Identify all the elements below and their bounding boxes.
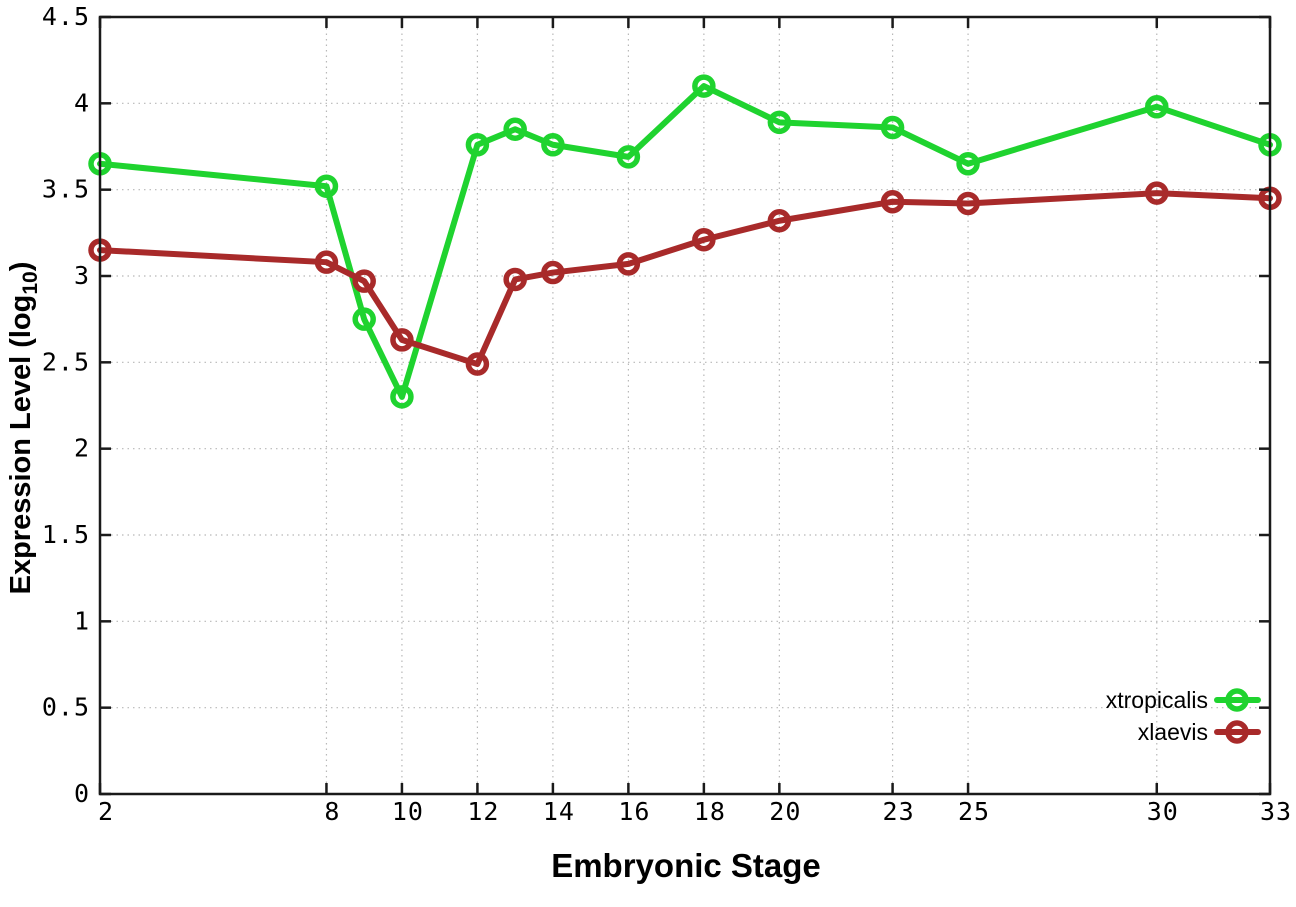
series-line-xtropicalis <box>97 83 1273 400</box>
x-tick-label: 8 <box>324 797 340 826</box>
x-tick-label: 33 <box>1260 797 1292 826</box>
y-tick-label: 4 <box>74 88 90 117</box>
x-tick-label: 2 <box>98 797 114 826</box>
y-tick-label: 1 <box>74 606 90 635</box>
x-tick-label: 20 <box>769 797 801 826</box>
data-point-xlaevis <box>880 190 905 214</box>
data-point-xtropicalis <box>314 174 339 198</box>
legend-sample-marker-xlaevis <box>1225 720 1249 744</box>
y-tick-label: 2.5 <box>42 347 90 376</box>
y-tick-label: 3.5 <box>42 175 90 204</box>
x-tick-label: 23 <box>883 797 915 826</box>
tick-layer <box>98 15 1272 796</box>
data-point-xtropicalis <box>503 117 527 141</box>
legend-label-xtropicalis: xtropicalis <box>1106 687 1208 713</box>
y-tick-label: 1.5 <box>42 520 90 549</box>
data-point-xlaevis <box>314 250 339 274</box>
data-point-xlaevis <box>956 191 980 216</box>
data-point-xtropicalis <box>541 133 565 157</box>
data-point-xlaevis <box>541 260 565 285</box>
series-line-xlaevis <box>97 190 1273 368</box>
legend: xtropicalis xlaevis <box>1106 687 1261 745</box>
data-point-xtropicalis <box>465 133 490 157</box>
tick-label-layer: 2 8 10 12 14 16 18 20 23 25 30 33 0 0.5 1 1.5 2 2.5 3 3.5 4 4… <box>42 2 1292 826</box>
data-point-xtropicalis <box>352 307 376 331</box>
y-axis-title-close: ) <box>5 262 37 272</box>
y-axis-title: Expression Level (log10) <box>5 262 42 595</box>
x-tick-label: 25 <box>958 797 990 826</box>
y-axis-title-subscript: 10 <box>19 271 42 294</box>
data-point-xtropicalis <box>692 74 716 98</box>
data-point-xlaevis <box>616 252 641 276</box>
data-point-xlaevis <box>465 352 490 376</box>
data-point-xlaevis <box>767 208 792 233</box>
data-point-xtropicalis <box>390 385 414 409</box>
y-tick-label: 0 <box>74 779 90 808</box>
grid-layer <box>100 17 1270 794</box>
data-point-xtropicalis <box>880 115 905 140</box>
x-tick-label: 18 <box>694 797 726 826</box>
data-point-xlaevis <box>1145 181 1169 205</box>
data-point-xtropicalis <box>767 110 792 135</box>
x-tick-label: 16 <box>618 797 650 826</box>
data-point-xtropicalis <box>956 152 980 176</box>
y-axis-title-main: Expression Level (log <box>5 295 37 595</box>
data-point-xlaevis <box>692 227 716 252</box>
data-point-xlaevis <box>390 328 414 352</box>
data-point-xtropicalis <box>1145 95 1169 119</box>
legend-samples <box>1214 688 1261 744</box>
y-tick-label: 0.5 <box>42 693 90 722</box>
y-tick-label: 4.5 <box>42 2 90 31</box>
legend-sample-marker-xtropicalis <box>1225 688 1249 712</box>
data-point-xlaevis <box>352 269 376 293</box>
x-tick-label: 30 <box>1147 797 1179 826</box>
data-point-xtropicalis <box>616 145 641 169</box>
plot-border <box>98 15 1272 796</box>
x-tick-label: 10 <box>392 797 424 826</box>
legend-label-xlaevis: xlaevis <box>1138 719 1208 745</box>
x-tick-label: 12 <box>467 797 499 826</box>
y-tick-label: 3 <box>74 261 90 290</box>
x-tick-label: 14 <box>543 797 575 826</box>
series-layer <box>88 74 1282 409</box>
data-point-xlaevis <box>503 267 527 292</box>
y-tick-label: 2 <box>74 434 90 463</box>
x-axis-title: Embryonic Stage <box>551 847 821 884</box>
